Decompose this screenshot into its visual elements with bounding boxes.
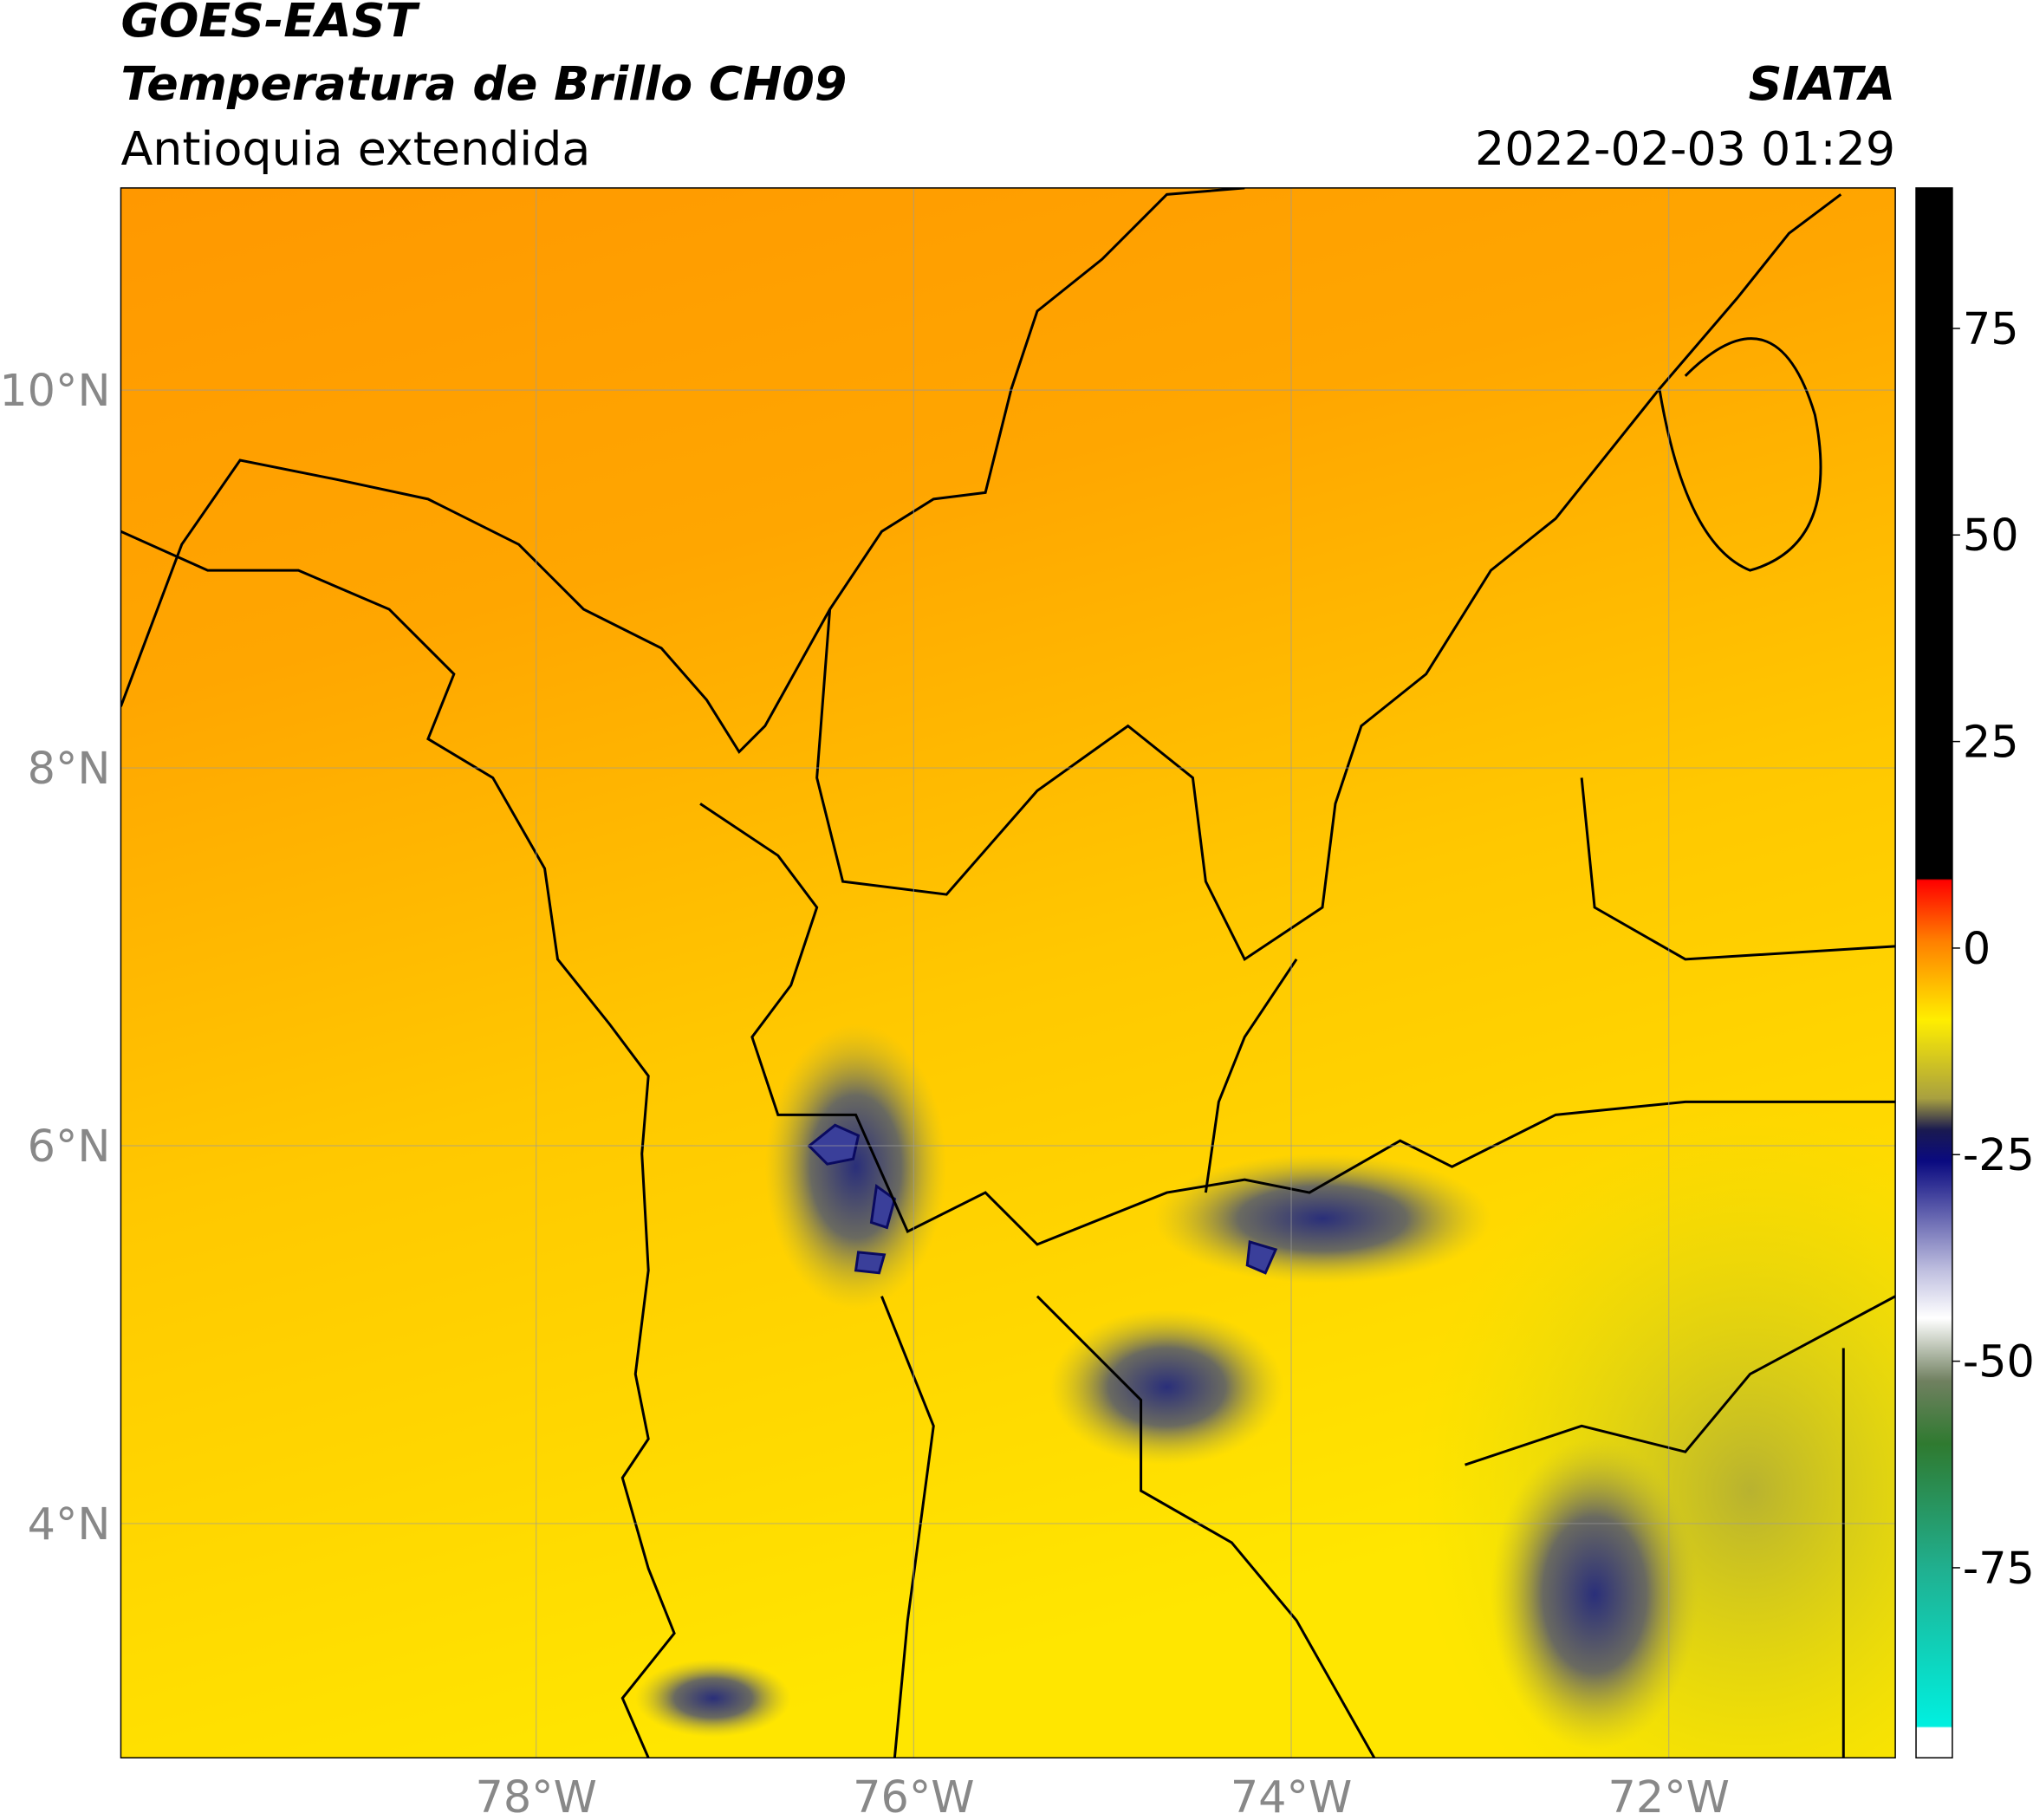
x-tick-label: 78°W (475, 1771, 596, 1820)
colorbar-tick-label: 50 (1963, 510, 2019, 561)
y-tick-label: 10°N (0, 365, 110, 416)
y-tick-label: 8°N (28, 743, 111, 794)
agency-title: SIATA (1749, 56, 1896, 111)
colorbar-tick-label: -50 (1963, 1336, 2033, 1388)
grid (120, 187, 1896, 1758)
colorbar-tick-label: -25 (1963, 1129, 2033, 1180)
cold-cloud-tops (807, 1123, 1278, 1275)
cloud (764, 1024, 947, 1310)
colorbar-tick-label: 75 (1963, 303, 2019, 354)
product-title: Temperatura de Brillo CH09 (120, 56, 847, 111)
cloud (635, 1659, 791, 1738)
region-subtitle: Antioquia extendida (120, 121, 590, 176)
colorbar-tick-label: -75 (1963, 1543, 2033, 1594)
map-image (120, 187, 1896, 1758)
colorbar-tick-label: 25 (1963, 717, 2019, 768)
x-tick-label: 76°W (853, 1771, 974, 1820)
cloud (1491, 1439, 1698, 1751)
x-tick-label: 72°W (1608, 1771, 1729, 1820)
cloud (1049, 1309, 1284, 1466)
datetime: 2022-02-03 01:29 (1475, 121, 1895, 176)
cloud (1153, 1154, 1491, 1284)
x-tick-label: 74°W (1231, 1771, 1352, 1820)
colorbar-tick-label: 0 (1963, 923, 1991, 974)
y-tick-label: 6°N (28, 1121, 111, 1172)
map-frame (120, 187, 1896, 1758)
satellite-title: GOES-EAST (120, 0, 420, 48)
y-tick-label: 4°N (28, 1498, 111, 1550)
colorbar (1915, 187, 1953, 1758)
